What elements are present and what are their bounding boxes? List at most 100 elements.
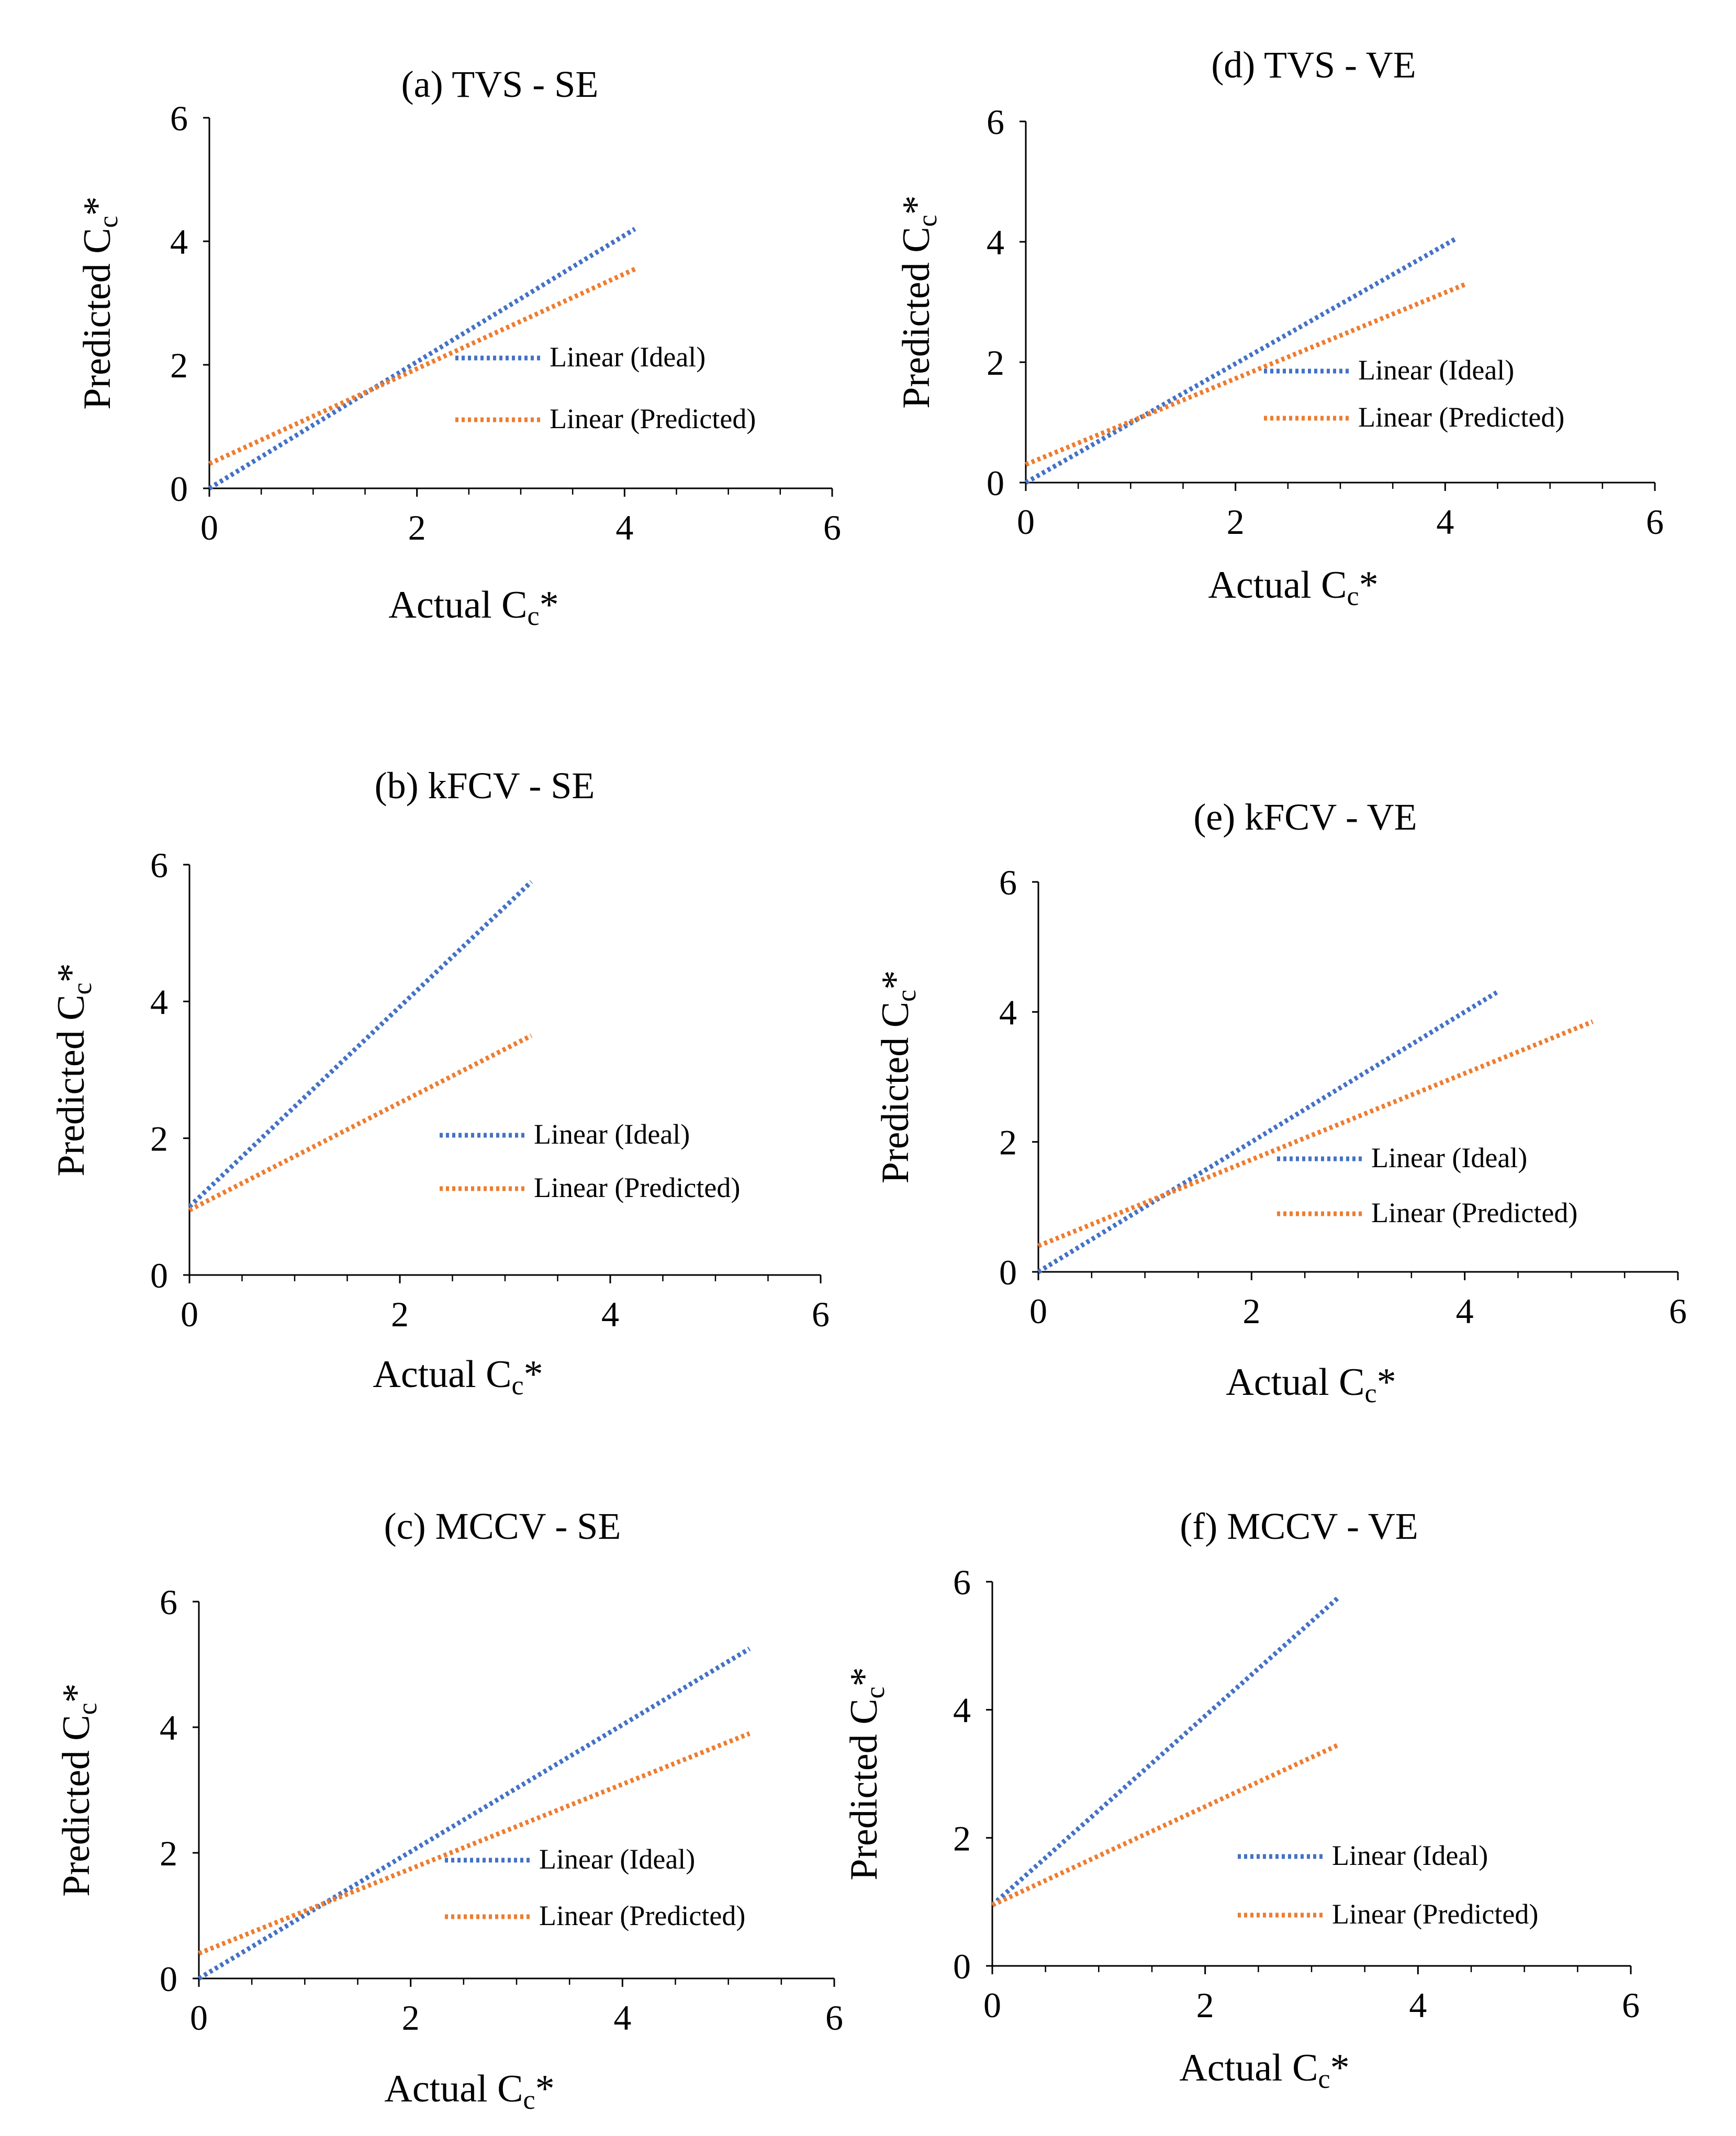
legend-label-predicted: Linear (Predicted)	[1371, 1197, 1577, 1228]
y-axis-label-main: Predicted C	[874, 1002, 917, 1183]
y-axis-label: Predicted Cc*	[843, 1667, 890, 1880]
x-tick-label: 2	[402, 1998, 420, 2038]
series-line-predicted	[991, 1742, 1339, 1907]
legend-label-ideal: Linear (Ideal)	[1371, 1142, 1527, 1173]
x-axis-label-asterisk: *	[540, 584, 559, 627]
y-tick-label: 4	[953, 1691, 971, 1730]
series-line-ideal	[991, 1596, 1340, 1907]
y-axis-label-subscript: c	[892, 990, 922, 1002]
chart-title: (c) MCCV - SE	[384, 1505, 621, 1547]
x-tick-label: 4	[1436, 502, 1454, 542]
series-line-predicted	[188, 1033, 533, 1212]
y-tick-label: 2	[987, 343, 1004, 383]
series-line-ideal	[1037, 990, 1498, 1274]
chart-title: (d) TVS - VE	[1211, 44, 1416, 86]
series-line-predicted	[198, 1731, 751, 1956]
y-tick-label: 4	[170, 222, 188, 262]
x-axis-label-subscript: c	[1318, 2064, 1330, 2094]
series-line-predicted	[1037, 1019, 1594, 1248]
y-tick-label: 0	[160, 1959, 177, 1999]
x-tick-label: 0	[200, 508, 218, 547]
y-axis-label-subscript: c	[73, 1703, 103, 1715]
y-axis-label-main: Predicted C	[895, 227, 938, 408]
chart-title: (e) kFCV - VE	[1193, 796, 1417, 838]
x-axis-label-asterisk: *	[524, 1353, 543, 1396]
y-tick-label: 0	[150, 1256, 168, 1295]
y-tick-label: 4	[160, 1708, 177, 1748]
y-axis-label-subscript: c	[913, 215, 943, 227]
legend-label-ideal: Linear (Ideal)	[550, 341, 705, 373]
x-axis-label-asterisk: *	[1330, 2046, 1350, 2089]
series-line-ideal	[1024, 237, 1457, 485]
x-axis-label: Actual Cc*	[388, 584, 558, 631]
x-axis-label-asterisk: *	[535, 2067, 555, 2110]
legend: Linear (Ideal) Linear (Predicted)	[1264, 354, 1564, 433]
y-tick-label: 2	[999, 1123, 1017, 1162]
y-tick-label: 6	[150, 845, 168, 885]
y-tick-label: 6	[953, 1562, 971, 1602]
x-tick-label: 2	[408, 508, 426, 547]
legend-label-ideal: Linear (Ideal)	[1332, 1840, 1488, 1871]
x-tick-label: 6	[823, 508, 841, 547]
y-axis-label-main: Predicted C	[843, 1698, 886, 1880]
chart-title: (a) TVS - SE	[401, 63, 599, 105]
x-axis-label-subscript: c	[528, 601, 540, 631]
y-axis-label-main: Predicted C	[55, 1715, 98, 1896]
y-axis-label-main: Predicted C	[50, 994, 93, 1176]
x-axis-label-subscript: c	[523, 2085, 535, 2115]
x-axis-label-subscript: c	[1347, 581, 1359, 611]
x-tick-label: 0	[1017, 502, 1035, 542]
x-tick-label: 0	[181, 1294, 198, 1334]
x-axis-label-subscript: c	[512, 1371, 524, 1401]
y-axis-label-asterisk: *	[874, 970, 917, 990]
y-axis-label: Predicted Cc*	[55, 1683, 103, 1896]
y-tick-label: 6	[987, 102, 1004, 142]
y-axis-label-asterisk: *	[55, 1683, 98, 1703]
legend-label-ideal: Linear (Ideal)	[1358, 354, 1514, 386]
y-axis-label-subscript: c	[68, 982, 97, 994]
legend: Linear (Ideal) Linear (Predicted)	[1277, 1142, 1577, 1228]
y-tick-label: 4	[999, 992, 1017, 1032]
x-axis-label-main: Actual C	[384, 2067, 523, 2110]
y-tick-label: 2	[953, 1818, 971, 1858]
x-tick-label: 4	[615, 508, 633, 547]
x-tick-label: 6	[812, 1294, 830, 1334]
series-line-predicted	[1025, 282, 1468, 467]
x-tick-label: 4	[601, 1294, 619, 1334]
legend-label-ideal: Linear (Ideal)	[534, 1119, 690, 1150]
x-tick-label: 2	[1242, 1291, 1260, 1331]
x-axis-label-asterisk: *	[1377, 1361, 1396, 1404]
x-tick-label: 4	[613, 1998, 631, 2038]
x-axis-label-asterisk: *	[1359, 564, 1379, 607]
x-tick-label: 6	[1669, 1291, 1687, 1331]
x-tick-label: 2	[391, 1294, 409, 1334]
x-axis-label-subscript: c	[1365, 1379, 1377, 1408]
x-axis-label-main: Actual C	[1226, 1361, 1364, 1404]
chart-title: (b) kFCV - SE	[375, 765, 595, 807]
x-axis-label: Actual Cc*	[373, 1353, 543, 1401]
y-tick-label: 0	[170, 469, 188, 509]
legend-label-predicted: Linear (Predicted)	[539, 1900, 745, 1931]
y-axis-label-subscript: c	[860, 1686, 890, 1698]
x-tick-label: 6	[1646, 502, 1664, 542]
y-tick-label: 0	[999, 1252, 1017, 1292]
y-axis-label-subscript: c	[94, 216, 124, 228]
legend-label-ideal: Linear (Ideal)	[539, 1843, 695, 1875]
x-axis-label-main: Actual C	[388, 584, 527, 627]
legend: Linear (Ideal) Linear (Predicted)	[455, 341, 756, 434]
legend-label-predicted: Linear (Predicted)	[550, 403, 756, 434]
y-tick-label: 6	[160, 1582, 177, 1622]
y-tick-label: 2	[160, 1833, 177, 1873]
y-axis-label-main: Predicted C	[76, 228, 119, 409]
x-axis-label: Actual Cc*	[384, 2067, 554, 2115]
x-tick-label: 6	[825, 1998, 843, 2038]
x-tick-label: 0	[190, 1998, 208, 2038]
legend-label-predicted: Linear (Predicted)	[1358, 401, 1564, 433]
x-tick-label: 4	[1456, 1291, 1474, 1331]
x-tick-label: 2	[1227, 502, 1245, 542]
y-tick-label: 0	[953, 1947, 971, 1986]
